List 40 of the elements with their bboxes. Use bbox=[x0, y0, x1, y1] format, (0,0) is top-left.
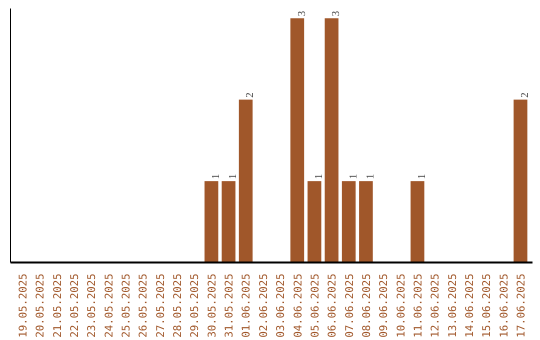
x-tick-label: 27.05.2025 bbox=[154, 274, 167, 338]
x-tick-label: 09.06.2025 bbox=[377, 274, 390, 338]
data-label: 3 bbox=[296, 10, 308, 16]
x-tick-label: 15.06.2025 bbox=[480, 274, 494, 338]
x-tick-label: 11.06.2025 bbox=[411, 274, 424, 338]
x-tick-label: 29.05.2025 bbox=[188, 274, 202, 338]
data-label: 2 bbox=[520, 92, 531, 98]
x-tick-label: 06.06.2025 bbox=[326, 274, 339, 338]
x-tick-label: 21.05.2025 bbox=[50, 274, 64, 338]
data-label: 1 bbox=[228, 174, 240, 180]
x-tick-label: 13.06.2025 bbox=[446, 274, 459, 338]
data-label: 1 bbox=[365, 174, 376, 180]
x-tick-label: 31.05.2025 bbox=[222, 274, 236, 338]
data-label: 1 bbox=[210, 174, 222, 180]
data-label: 1 bbox=[348, 174, 360, 180]
data-label: 1 bbox=[416, 174, 428, 180]
x-tick-label: 16.06.2025 bbox=[497, 274, 510, 338]
x-tick-label: 17.06.2025 bbox=[514, 274, 528, 338]
x-tick-label: 02.06.2025 bbox=[256, 274, 270, 338]
x-tick-label: 05.06.2025 bbox=[308, 274, 322, 338]
data-label: 1 bbox=[314, 174, 325, 180]
x-tick-label: 14.06.2025 bbox=[462, 274, 476, 338]
x-tick-label: 10.06.2025 bbox=[394, 274, 408, 338]
x-tick-label: 28.05.2025 bbox=[171, 274, 184, 338]
x-tick-label: 26.05.2025 bbox=[136, 274, 150, 338]
x-tick-label: 03.06.2025 bbox=[274, 274, 288, 338]
x-tick-label: 25.05.2025 bbox=[120, 274, 133, 338]
x-tick-label: 01.06.2025 bbox=[240, 274, 253, 338]
x-tick-label: 30.05.2025 bbox=[205, 274, 218, 338]
data-label: 2 bbox=[245, 92, 256, 98]
x-tick-label: 24.05.2025 bbox=[102, 274, 116, 338]
x-tick-label: 22.05.2025 bbox=[68, 274, 82, 338]
data-label: 3 bbox=[331, 10, 342, 16]
x-tick-label: 04.06.2025 bbox=[291, 274, 304, 338]
x-tick-label: 07.06.2025 bbox=[342, 274, 356, 338]
x-tick-label: 20.05.2025 bbox=[34, 274, 47, 338]
x-tick-label: 19.05.2025 bbox=[16, 274, 30, 338]
x-tick-label: 08.06.2025 bbox=[360, 274, 373, 338]
x-tick-label: 12.06.2025 bbox=[428, 274, 442, 338]
x-tick-label: 23.05.2025 bbox=[85, 274, 98, 338]
